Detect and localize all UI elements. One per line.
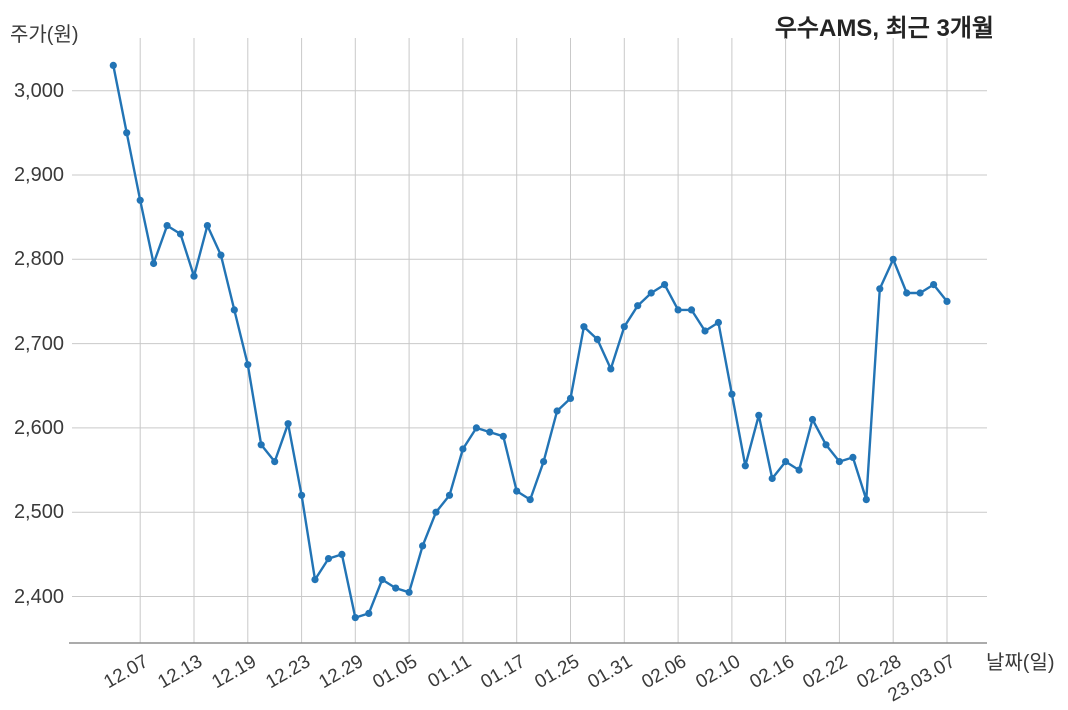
data-point-marker: [351, 614, 359, 622]
data-point-marker: [593, 335, 602, 343]
y-tick-label: 2,700: [13, 332, 64, 355]
data-point-marker: [647, 289, 655, 297]
data-point-marker: [324, 555, 333, 563]
y-tick-label: 2,500: [13, 501, 64, 524]
data-point-marker: [176, 230, 185, 238]
data-point-marker: [284, 420, 292, 428]
chart-title: 우수AMS, 최근 3개월: [774, 15, 994, 42]
y-axis-title: 주가(원): [10, 24, 79, 46]
data-point-marker: [903, 289, 911, 297]
data-point-marker: [634, 302, 642, 310]
y-tick-label: 3,000: [13, 79, 64, 102]
data-point-marker: [365, 609, 373, 618]
data-point-marker: [230, 306, 238, 314]
data-point-marker: [392, 584, 400, 592]
data-point-marker: [795, 466, 803, 474]
data-point-marker: [150, 259, 158, 268]
data-point-marker: [755, 411, 763, 419]
y-tick-label: 2,600: [13, 416, 64, 439]
data-point-marker: [822, 441, 830, 449]
data-point-marker: [876, 285, 884, 293]
data-point-marker: [472, 424, 480, 432]
data-point-marker: [916, 289, 924, 297]
data-point-marker: [203, 222, 211, 230]
data-point-marker: [244, 361, 252, 369]
data-point-marker: [136, 196, 144, 204]
data-point-marker: [943, 297, 951, 305]
data-point-marker: [540, 458, 548, 466]
data-point-marker: [728, 390, 736, 398]
data-point-marker: [432, 508, 440, 516]
data-point-marker: [889, 255, 897, 263]
data-point-marker: [311, 576, 319, 584]
data-point-marker: [486, 428, 494, 436]
data-point-marker: [445, 491, 454, 499]
data-point-marker: [405, 588, 413, 596]
data-point-marker: [338, 550, 346, 559]
data-point-marker: [298, 491, 306, 499]
data-point-marker: [123, 129, 131, 137]
data-point-marker: [768, 474, 776, 483]
data-point-marker: [687, 306, 696, 314]
price-line: [112, 64, 949, 619]
data-point-marker: [835, 458, 844, 466]
data-point-marker: [513, 487, 521, 495]
data-point-marker: [782, 458, 790, 466]
data-point-marker: [580, 323, 588, 331]
data-point-marker: [661, 281, 669, 289]
data-point-marker: [217, 251, 225, 259]
data-point-marker: [714, 318, 723, 327]
data-point-marker: [849, 453, 857, 461]
y-tick-label: 2,800: [13, 248, 64, 271]
data-point-marker: [701, 327, 709, 335]
data-point-marker: [190, 272, 198, 280]
data-point-marker: [378, 576, 386, 584]
y-tick-label: 2,900: [13, 164, 64, 186]
x-axis-title: 날짜(일): [986, 652, 1055, 674]
data-point-marker: [419, 542, 427, 550]
data-point-marker: [566, 394, 575, 402]
data-point-marker: [862, 496, 870, 504]
data-point-marker: [674, 306, 682, 314]
data-point-marker: [930, 281, 938, 289]
data-point-marker: [553, 407, 561, 415]
data-point-marker: [808, 415, 817, 424]
data-point-marker: [271, 458, 279, 466]
data-point-marker: [526, 496, 534, 504]
data-point-marker: [620, 323, 628, 331]
data-point-marker: [499, 432, 507, 440]
data-point-marker: [109, 61, 117, 69]
y-tick-label: 2,400: [13, 585, 64, 608]
data-point-marker: [459, 445, 467, 453]
data-point-marker: [741, 462, 749, 470]
data-point-marker: [163, 222, 171, 230]
data-point-marker: [257, 441, 265, 449]
data-point-marker: [607, 365, 615, 373]
